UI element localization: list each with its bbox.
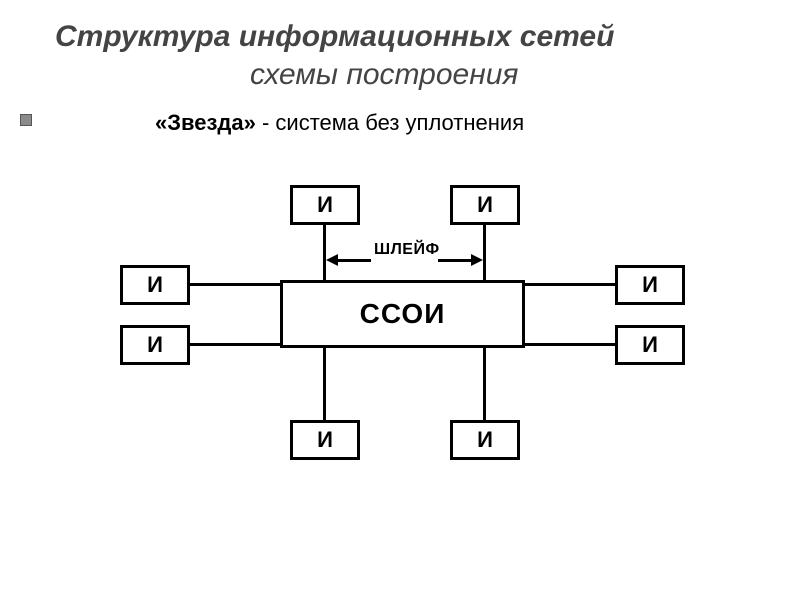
edge-top-left xyxy=(323,225,326,280)
node-left-lower: И xyxy=(120,325,190,365)
star-diagram: И И И И И И И И ССОИ ШЛЕЙФ xyxy=(80,175,720,495)
bullet-marker xyxy=(20,114,32,126)
arrow-right-icon xyxy=(471,254,483,266)
page-title-line1: Структура информационных сетей xyxy=(55,20,760,54)
node-center: ССОИ xyxy=(280,280,525,348)
edge-top-right xyxy=(483,225,486,280)
arrow-left-icon xyxy=(326,254,338,266)
node-label: И xyxy=(317,192,333,218)
node-label: И xyxy=(477,192,493,218)
edge-left-upper xyxy=(190,283,280,286)
edge-bottom-right xyxy=(483,348,486,420)
node-bottom-right: И xyxy=(450,420,520,460)
node-label: И xyxy=(477,427,493,453)
subtitle: «Звезда» - система без уплотнения xyxy=(155,110,524,136)
shleif-line-right xyxy=(438,259,471,262)
node-label: И xyxy=(147,332,163,358)
node-right-upper: И xyxy=(615,265,685,305)
subtitle-rest: - система без уплотнения xyxy=(256,110,524,135)
node-bottom-left: И xyxy=(290,420,360,460)
edge-right-lower xyxy=(525,343,615,346)
edge-bottom-left xyxy=(323,348,326,420)
subtitle-bold: «Звезда» xyxy=(155,110,256,135)
edge-left-lower xyxy=(190,343,280,346)
node-left-upper: И xyxy=(120,265,190,305)
edge-right-upper xyxy=(525,283,615,286)
node-label: И xyxy=(642,332,658,358)
node-right-lower: И xyxy=(615,325,685,365)
center-label: ССОИ xyxy=(360,298,446,330)
node-top-left: И xyxy=(290,185,360,225)
node-label: И xyxy=(642,272,658,298)
shleif-label: ШЛЕЙФ xyxy=(374,241,440,259)
node-top-right: И xyxy=(450,185,520,225)
page-title-line2: схемы построения xyxy=(250,58,518,92)
node-label: И xyxy=(147,272,163,298)
node-label: И xyxy=(317,427,333,453)
shleif-line-left xyxy=(338,259,371,262)
